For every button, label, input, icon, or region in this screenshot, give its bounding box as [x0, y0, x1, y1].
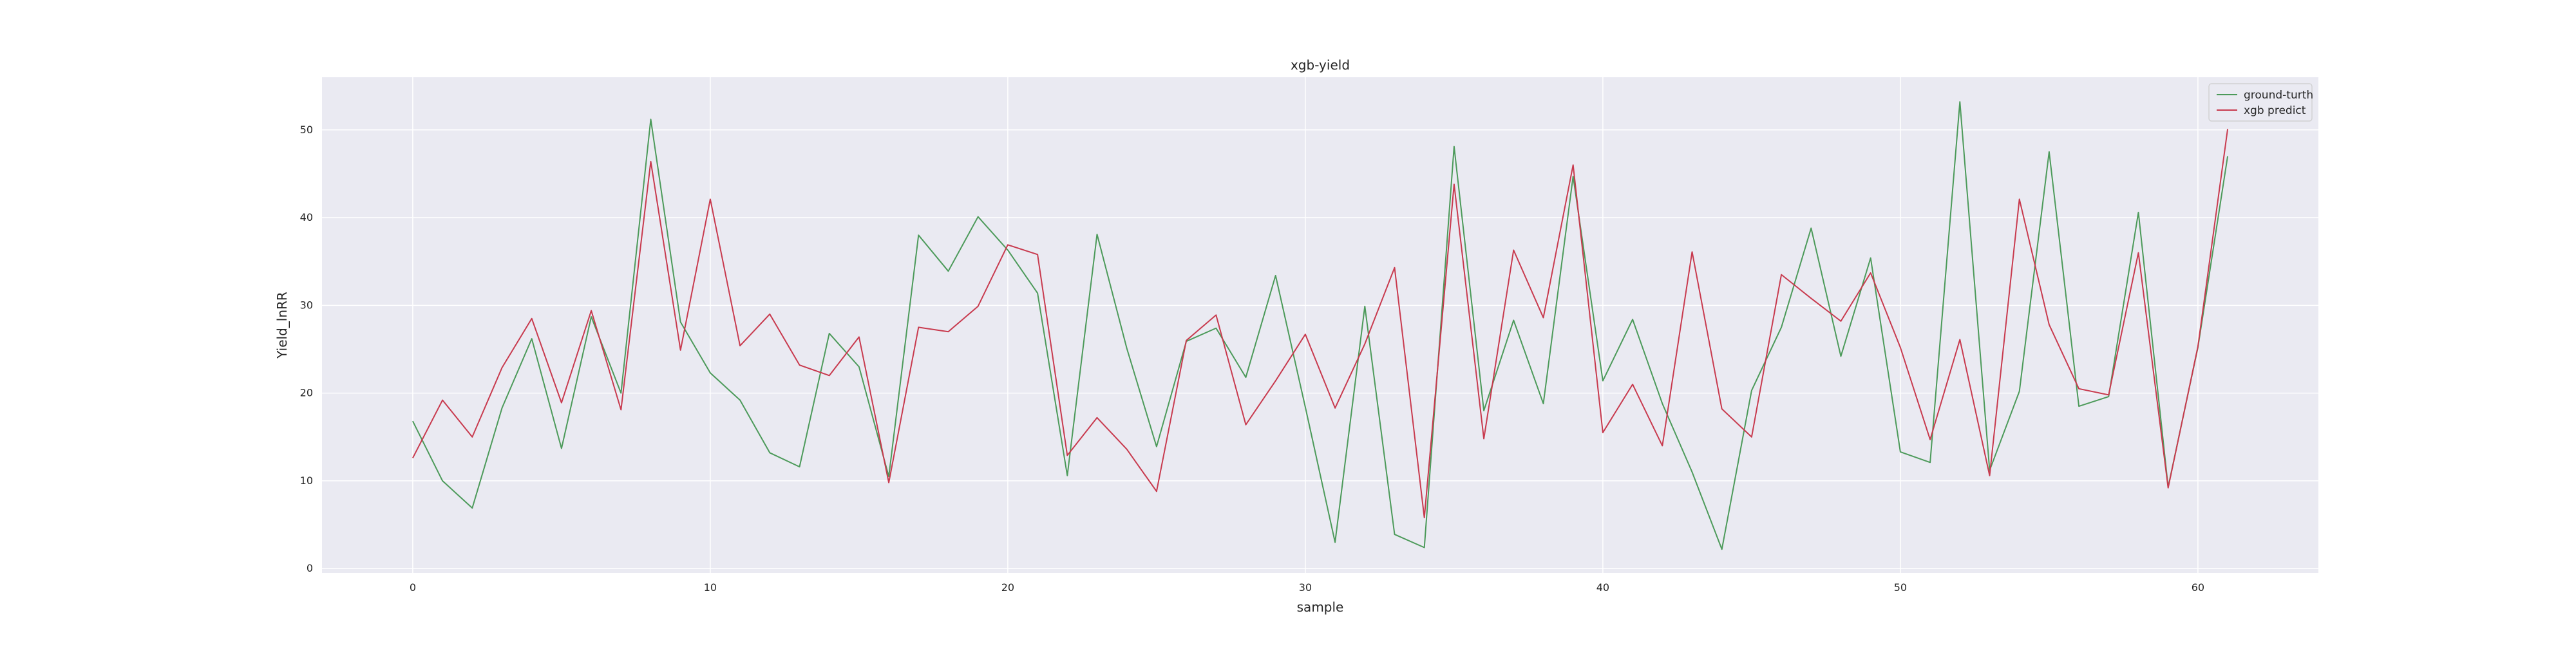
- y-tick-label: 10: [300, 474, 313, 487]
- series-lines: [412, 101, 2229, 550]
- legend: ground-turth xgb predict: [2208, 83, 2313, 122]
- y-tick-label: 40: [300, 211, 313, 223]
- y-tick-label: 50: [300, 124, 313, 136]
- x-tick-label: 0: [410, 581, 416, 594]
- y-tick-label: 30: [300, 299, 313, 311]
- x-tick-label: 40: [1596, 581, 1609, 594]
- legend-label-xgb-predict: xgb predict: [2244, 104, 2306, 117]
- x-tick-label: 30: [1299, 581, 1312, 594]
- grid-lines: [322, 77, 2318, 573]
- x-axis-label: sample: [1297, 599, 1344, 615]
- series-line-ground-truth: [412, 101, 2229, 550]
- x-tick-label: 20: [1001, 581, 1014, 594]
- legend-box: [2208, 83, 2313, 122]
- x-tick-label: 60: [2192, 581, 2204, 594]
- y-tick-label: 20: [300, 387, 313, 399]
- tick-labels: 0 10 20 30 40 50 60 0 10 20 30 40 50: [300, 124, 2204, 594]
- series-line-xgb-predict: [412, 129, 2229, 519]
- chart-title: xgb-yield: [1291, 57, 1350, 73]
- y-axis-label: Yield_lnRR: [274, 292, 290, 359]
- plot-area: [322, 77, 2318, 573]
- y-tick-label: 0: [307, 562, 313, 574]
- legend-label-ground-truth: ground-turth: [2244, 89, 2313, 102]
- x-tick-label: 50: [1894, 581, 1907, 594]
- x-tick-label: 10: [704, 581, 717, 594]
